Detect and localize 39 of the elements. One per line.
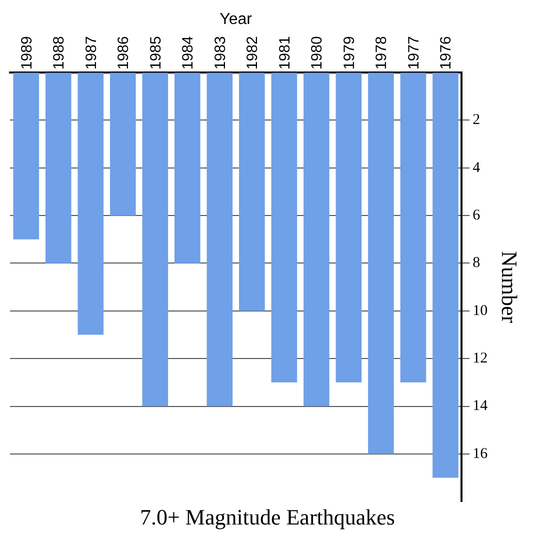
x-tick-label: 1987: [82, 36, 100, 70]
bar: [78, 72, 104, 335]
x-tick-label: 1988: [50, 36, 68, 70]
x-tick-label: 1983: [212, 36, 229, 70]
y-tick-label: 16: [472, 446, 488, 462]
bar: [13, 72, 40, 240]
x-tick-label: 1985: [147, 36, 164, 70]
y-tick-label: 8: [472, 255, 480, 272]
x-tick-label: 1977: [405, 36, 422, 70]
x-tick-label: 1986: [115, 36, 132, 70]
bar: [400, 72, 426, 382]
x-tick-label: 1982: [244, 36, 262, 70]
x-tick-label: 1980: [308, 36, 326, 70]
bar: [110, 72, 136, 216]
y-tick-label: 6: [472, 208, 481, 224]
y-tick-label: 14: [472, 398, 488, 414]
y-tick-label: 2: [472, 112, 480, 128]
y-tick-label: 10: [472, 302, 488, 319]
bar: [239, 72, 265, 311]
y-tick-label: 12: [472, 350, 488, 367]
bar: [368, 72, 394, 454]
bar: [206, 72, 233, 406]
x-axis-title: Year: [220, 11, 253, 28]
x-tick-label: 1978: [373, 36, 390, 70]
text: 7.0+ Magnitude Earthquakes: [140, 504, 395, 530]
x-tick-label: 1976: [438, 36, 455, 70]
x-tick-label: 1979: [340, 36, 358, 70]
bar: [336, 72, 362, 382]
x-tick-label: 1984: [180, 36, 197, 70]
bar: [432, 72, 458, 478]
x-tick-label: 1981: [276, 36, 294, 70]
bar: [45, 72, 72, 264]
y-axis-title: Number: [497, 251, 522, 324]
bar: [271, 72, 298, 382]
bar: [142, 72, 168, 406]
bar: [304, 72, 330, 406]
y-tick-label: 4: [472, 160, 481, 176]
x-tick-label: 1989: [18, 36, 36, 70]
bar: [174, 72, 200, 264]
